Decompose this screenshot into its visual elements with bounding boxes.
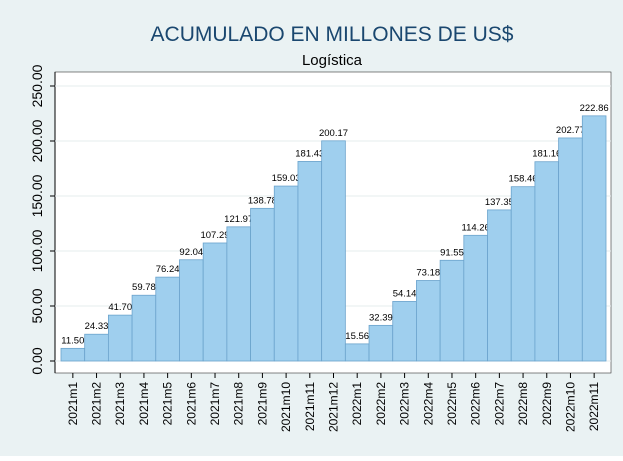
value-label: 158.46	[509, 174, 538, 185]
value-label: 11.50	[61, 335, 84, 346]
bar	[155, 276, 180, 362]
x-tick-label: 2021m11	[303, 382, 317, 431]
value-label: 114.26	[461, 222, 489, 233]
value-label: 181.43	[295, 148, 324, 159]
x-tick-label: 2022m9	[540, 382, 554, 426]
y-tick-label: 250.00	[29, 64, 45, 107]
x-tick-label: 2022m8	[516, 382, 530, 426]
bar	[392, 301, 417, 362]
bar	[581, 115, 607, 362]
y-tick-label: 150.00	[29, 174, 45, 217]
x-tick-label: 2021m10	[279, 382, 293, 432]
bar	[321, 140, 346, 362]
bar	[487, 209, 512, 362]
bar	[273, 185, 299, 362]
bar	[131, 294, 157, 362]
x-tick-label: 2021m12	[327, 382, 341, 432]
value-label: 32.39	[369, 312, 393, 323]
x-tick-label: 2021m8	[232, 382, 246, 426]
x-tick-label: 2022m11	[587, 382, 601, 431]
bar	[297, 161, 323, 362]
bar	[202, 242, 228, 362]
value-label: 15.56	[345, 331, 369, 342]
value-label: 200.17	[319, 128, 348, 139]
value-label: 59.78	[132, 282, 156, 293]
value-label: 24.33	[85, 321, 109, 332]
bar	[439, 259, 465, 362]
x-tick-label: 2022m7	[492, 382, 506, 426]
bar	[226, 226, 251, 362]
bar	[463, 234, 488, 362]
y-tick-label: 200.00	[29, 119, 45, 162]
value-label: 54.14	[393, 288, 417, 299]
x-tick-label: 2021m2	[90, 382, 104, 426]
value-label: 137.35	[485, 197, 514, 208]
x-tick-label: 2022m2	[374, 382, 388, 426]
chart-title: ACUMULADO EN MILLONES DE US$	[151, 23, 514, 46]
value-label: 91.55	[440, 247, 464, 258]
value-label: 159.03	[272, 173, 301, 184]
bar	[84, 333, 109, 362]
value-label: 138.78	[248, 195, 277, 206]
value-label: 76.24	[156, 264, 180, 275]
value-label: 73.18	[416, 268, 440, 279]
x-tick-label: 2022m6	[469, 382, 483, 426]
value-label: 181.16	[532, 149, 561, 160]
value-label: 92.04	[179, 247, 203, 258]
y-tick-label: 100.00	[29, 229, 45, 272]
bar	[250, 207, 275, 362]
x-tick-label: 2021m7	[208, 382, 222, 426]
value-label: 41.70	[108, 302, 132, 313]
x-tick-label: 2021m3	[113, 382, 127, 426]
x-tick-label: 2022m3	[398, 382, 412, 426]
x-tick-label: 2022m1	[350, 382, 364, 426]
x-tick-label: 2022m5	[445, 382, 459, 426]
value-label: 121.97	[224, 214, 253, 225]
bar	[107, 314, 133, 362]
bar	[368, 324, 394, 362]
bar	[60, 347, 86, 362]
x-tick-label: 2021m1	[66, 382, 80, 426]
x-tick-label: 2022m4	[421, 382, 435, 426]
bar	[534, 161, 560, 362]
x-tick-label: 2021m4	[137, 382, 151, 426]
value-label: 202.77	[556, 125, 585, 136]
value-label: 107.29	[200, 230, 229, 241]
chart-subtitle: Logística	[302, 52, 363, 69]
bar	[179, 259, 204, 362]
bar	[416, 280, 441, 362]
x-tick-label: 2022m10	[563, 382, 577, 432]
x-tick-label: 2021m5	[161, 382, 175, 426]
x-tick-label: 2021m6	[184, 382, 198, 426]
value-label: 222.86	[580, 103, 609, 114]
y-tick-label: 50.00	[29, 288, 45, 323]
bar	[510, 186, 536, 362]
bar	[558, 137, 583, 362]
x-tick-label: 2021m9	[255, 382, 269, 426]
y-tick-label: 0.00	[29, 347, 45, 374]
bar	[344, 343, 370, 362]
